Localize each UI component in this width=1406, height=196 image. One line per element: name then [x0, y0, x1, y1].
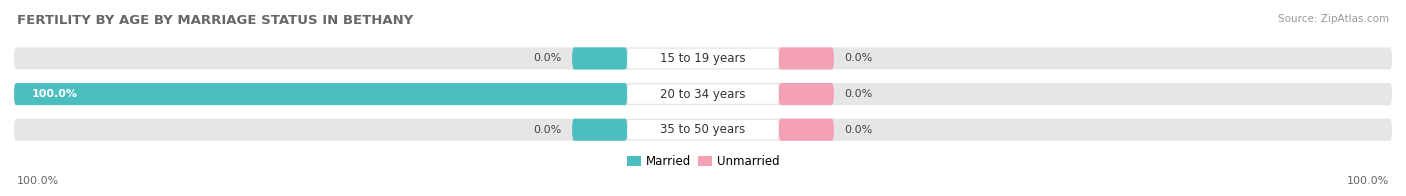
FancyBboxPatch shape	[627, 49, 779, 68]
FancyBboxPatch shape	[627, 84, 779, 104]
Text: 0.0%: 0.0%	[844, 125, 873, 135]
Text: 0.0%: 0.0%	[844, 54, 873, 64]
Legend: Married, Unmarried: Married, Unmarried	[621, 150, 785, 173]
Text: 100.0%: 100.0%	[1347, 176, 1389, 186]
FancyBboxPatch shape	[14, 119, 1392, 141]
FancyBboxPatch shape	[572, 47, 627, 70]
Text: 0.0%: 0.0%	[844, 89, 873, 99]
FancyBboxPatch shape	[779, 119, 834, 141]
Text: 0.0%: 0.0%	[533, 125, 562, 135]
Text: 0.0%: 0.0%	[533, 54, 562, 64]
FancyBboxPatch shape	[14, 83, 1392, 105]
Text: 100.0%: 100.0%	[31, 89, 77, 99]
Text: Source: ZipAtlas.com: Source: ZipAtlas.com	[1278, 14, 1389, 24]
FancyBboxPatch shape	[627, 120, 779, 139]
Text: 15 to 19 years: 15 to 19 years	[661, 52, 745, 65]
FancyBboxPatch shape	[14, 47, 1392, 70]
FancyBboxPatch shape	[572, 119, 627, 141]
Text: 100.0%: 100.0%	[17, 176, 59, 186]
Text: FERTILITY BY AGE BY MARRIAGE STATUS IN BETHANY: FERTILITY BY AGE BY MARRIAGE STATUS IN B…	[17, 14, 413, 27]
FancyBboxPatch shape	[779, 83, 834, 105]
FancyBboxPatch shape	[14, 83, 627, 105]
Text: 20 to 34 years: 20 to 34 years	[661, 88, 745, 101]
Text: 35 to 50 years: 35 to 50 years	[661, 123, 745, 136]
FancyBboxPatch shape	[779, 47, 834, 70]
